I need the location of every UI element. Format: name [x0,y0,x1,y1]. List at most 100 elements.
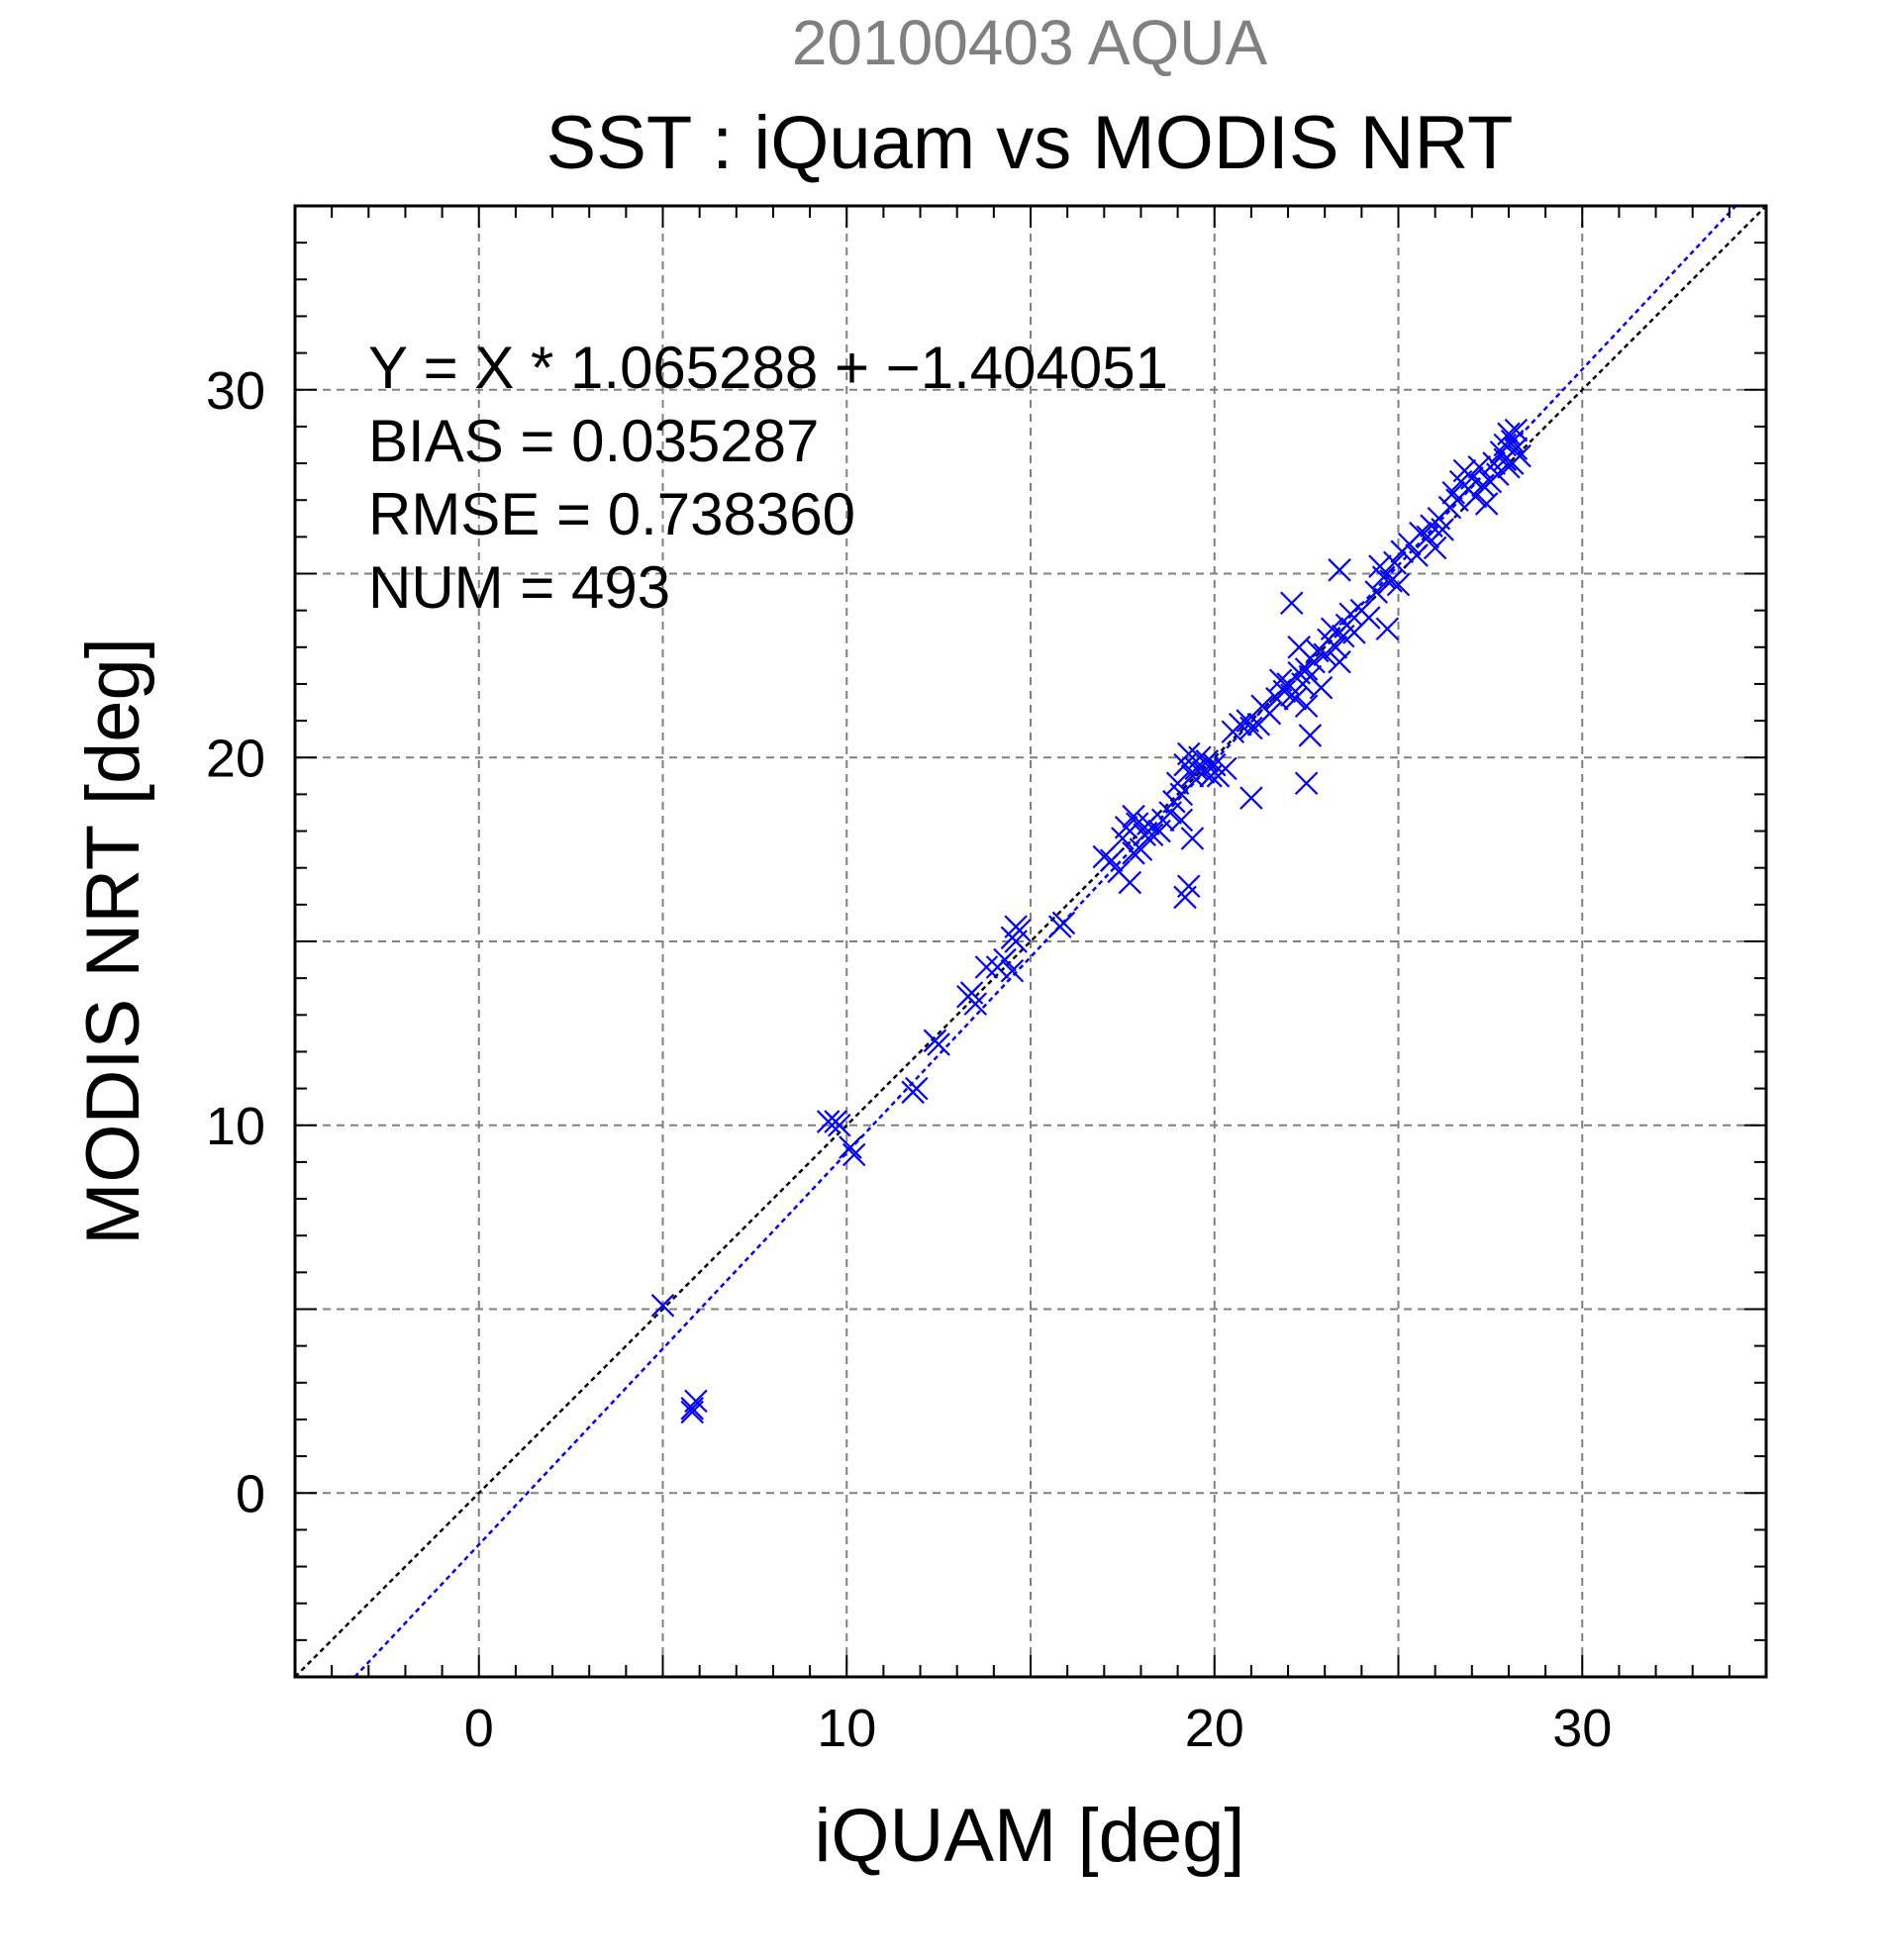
data-point-stroke [1279,591,1304,615]
data-point-stroke [1474,492,1499,516]
data-point-stroke [1283,687,1308,711]
regression-equation: Y = X * 1.065288 + −1.404051 [368,335,1168,401]
data-point-stroke [963,992,988,1016]
data-point [927,1032,950,1056]
data-point-stroke [1405,543,1429,567]
data-point [842,1142,866,1167]
y-tick-label: 10 [206,1097,265,1156]
data-point-stroke [1368,554,1392,578]
data-point-stroke [974,955,999,979]
data-point-stroke [842,1142,866,1167]
y-tick-label: 30 [206,361,265,421]
data-point [1125,812,1149,835]
data-point-stroke [1309,675,1334,700]
data-point-stroke [1107,859,1131,884]
data-point-stroke [1122,841,1145,865]
data-point-stroke [1257,701,1282,726]
data-point [1357,606,1381,630]
data-point [1000,958,1025,983]
data-point [824,1110,847,1133]
data-point-stroke [680,1400,704,1424]
data-point-stroke [959,981,984,1005]
data-point-stroke [1313,642,1336,667]
stats-annotations: Y = X * 1.065288 + −1.404051 BIAS = 0.03… [368,335,1168,621]
data-point-stroke [1125,812,1149,835]
data-point [1383,550,1407,575]
bias-stat: BIAS = 0.035287 [368,408,819,474]
chart-subtitle: SST : iQuam vs MODIS NRT [546,101,1514,185]
data-point-stroke [1486,462,1510,486]
data-point [1257,701,1282,726]
data-point-stroke [1460,466,1484,490]
data-point [680,1397,704,1421]
data-point-stroke [1092,844,1117,869]
data-point [1051,911,1076,935]
data-point [1272,679,1297,704]
data-point-stroke [1328,558,1351,582]
x-tick-label: 30 [1552,1699,1612,1758]
data-point-stroke [1129,837,1153,861]
data-point [1371,565,1396,589]
data-point [1169,782,1194,807]
data-point-stroke [1122,804,1145,829]
data-point-stroke [1176,741,1201,766]
data-point [1497,422,1521,446]
data-point [1214,756,1238,781]
data-point-stroke [1497,422,1521,446]
data-point-stroke [1471,473,1495,498]
data-point-stroke [1324,636,1348,659]
data-point-stroke [1214,756,1238,781]
data-point-stroke [1272,679,1297,704]
chart-title: 20100403 AQUA [792,7,1268,78]
data-point-stroke [1137,812,1160,835]
data-point [1431,518,1454,541]
x-tick-label: 10 [817,1699,876,1758]
data-point-stroke [1423,536,1447,560]
data-point [963,992,988,1016]
data-point-stroke [1294,771,1319,796]
data-point [1122,841,1145,865]
data-point [1504,418,1529,442]
data-point [1188,745,1212,770]
x-tick-label: 0 [464,1699,494,1758]
data-point-stroke [1165,771,1190,796]
reference-lines [294,205,1767,1678]
data-point [1169,808,1194,833]
data-point-stroke [1118,870,1142,895]
data-point-stroke [824,1110,847,1133]
data-point [1239,786,1263,810]
data-point [1099,848,1124,873]
x-axis-label: iQUAM [deg] [814,1794,1244,1878]
data-point-stroke [927,1032,950,1056]
data-point [1000,926,1025,950]
data-point-stroke [650,1294,675,1318]
data-point [1283,687,1308,711]
data-point-stroke [1386,572,1411,597]
data-point-stroke [1441,480,1466,505]
data-point [1287,636,1311,659]
data-point-stroke [1364,580,1388,604]
grid [295,206,1766,1677]
data-point [1118,870,1142,895]
data-point-stroke [1357,606,1381,630]
data-point-stroke [1328,649,1351,674]
data-point [1364,580,1388,604]
data-point-stroke [1139,823,1164,847]
data-point [1460,466,1484,490]
data-point [1441,480,1466,505]
data-point [1298,724,1323,747]
data-point-stroke [1202,752,1227,777]
data-point [1474,492,1499,516]
data-point-stroke [1051,911,1076,935]
num-stat: NUM = 493 [368,554,670,621]
data-points [650,418,1532,1424]
data-point [1129,837,1153,861]
data-point [1180,827,1205,850]
data-point [1486,462,1510,486]
data-point [1122,804,1145,829]
data-point [1313,642,1336,667]
data-point-stroke [1298,724,1323,747]
data-point [1423,536,1447,560]
data-point-stroke [905,1076,929,1101]
data-point [974,955,999,979]
